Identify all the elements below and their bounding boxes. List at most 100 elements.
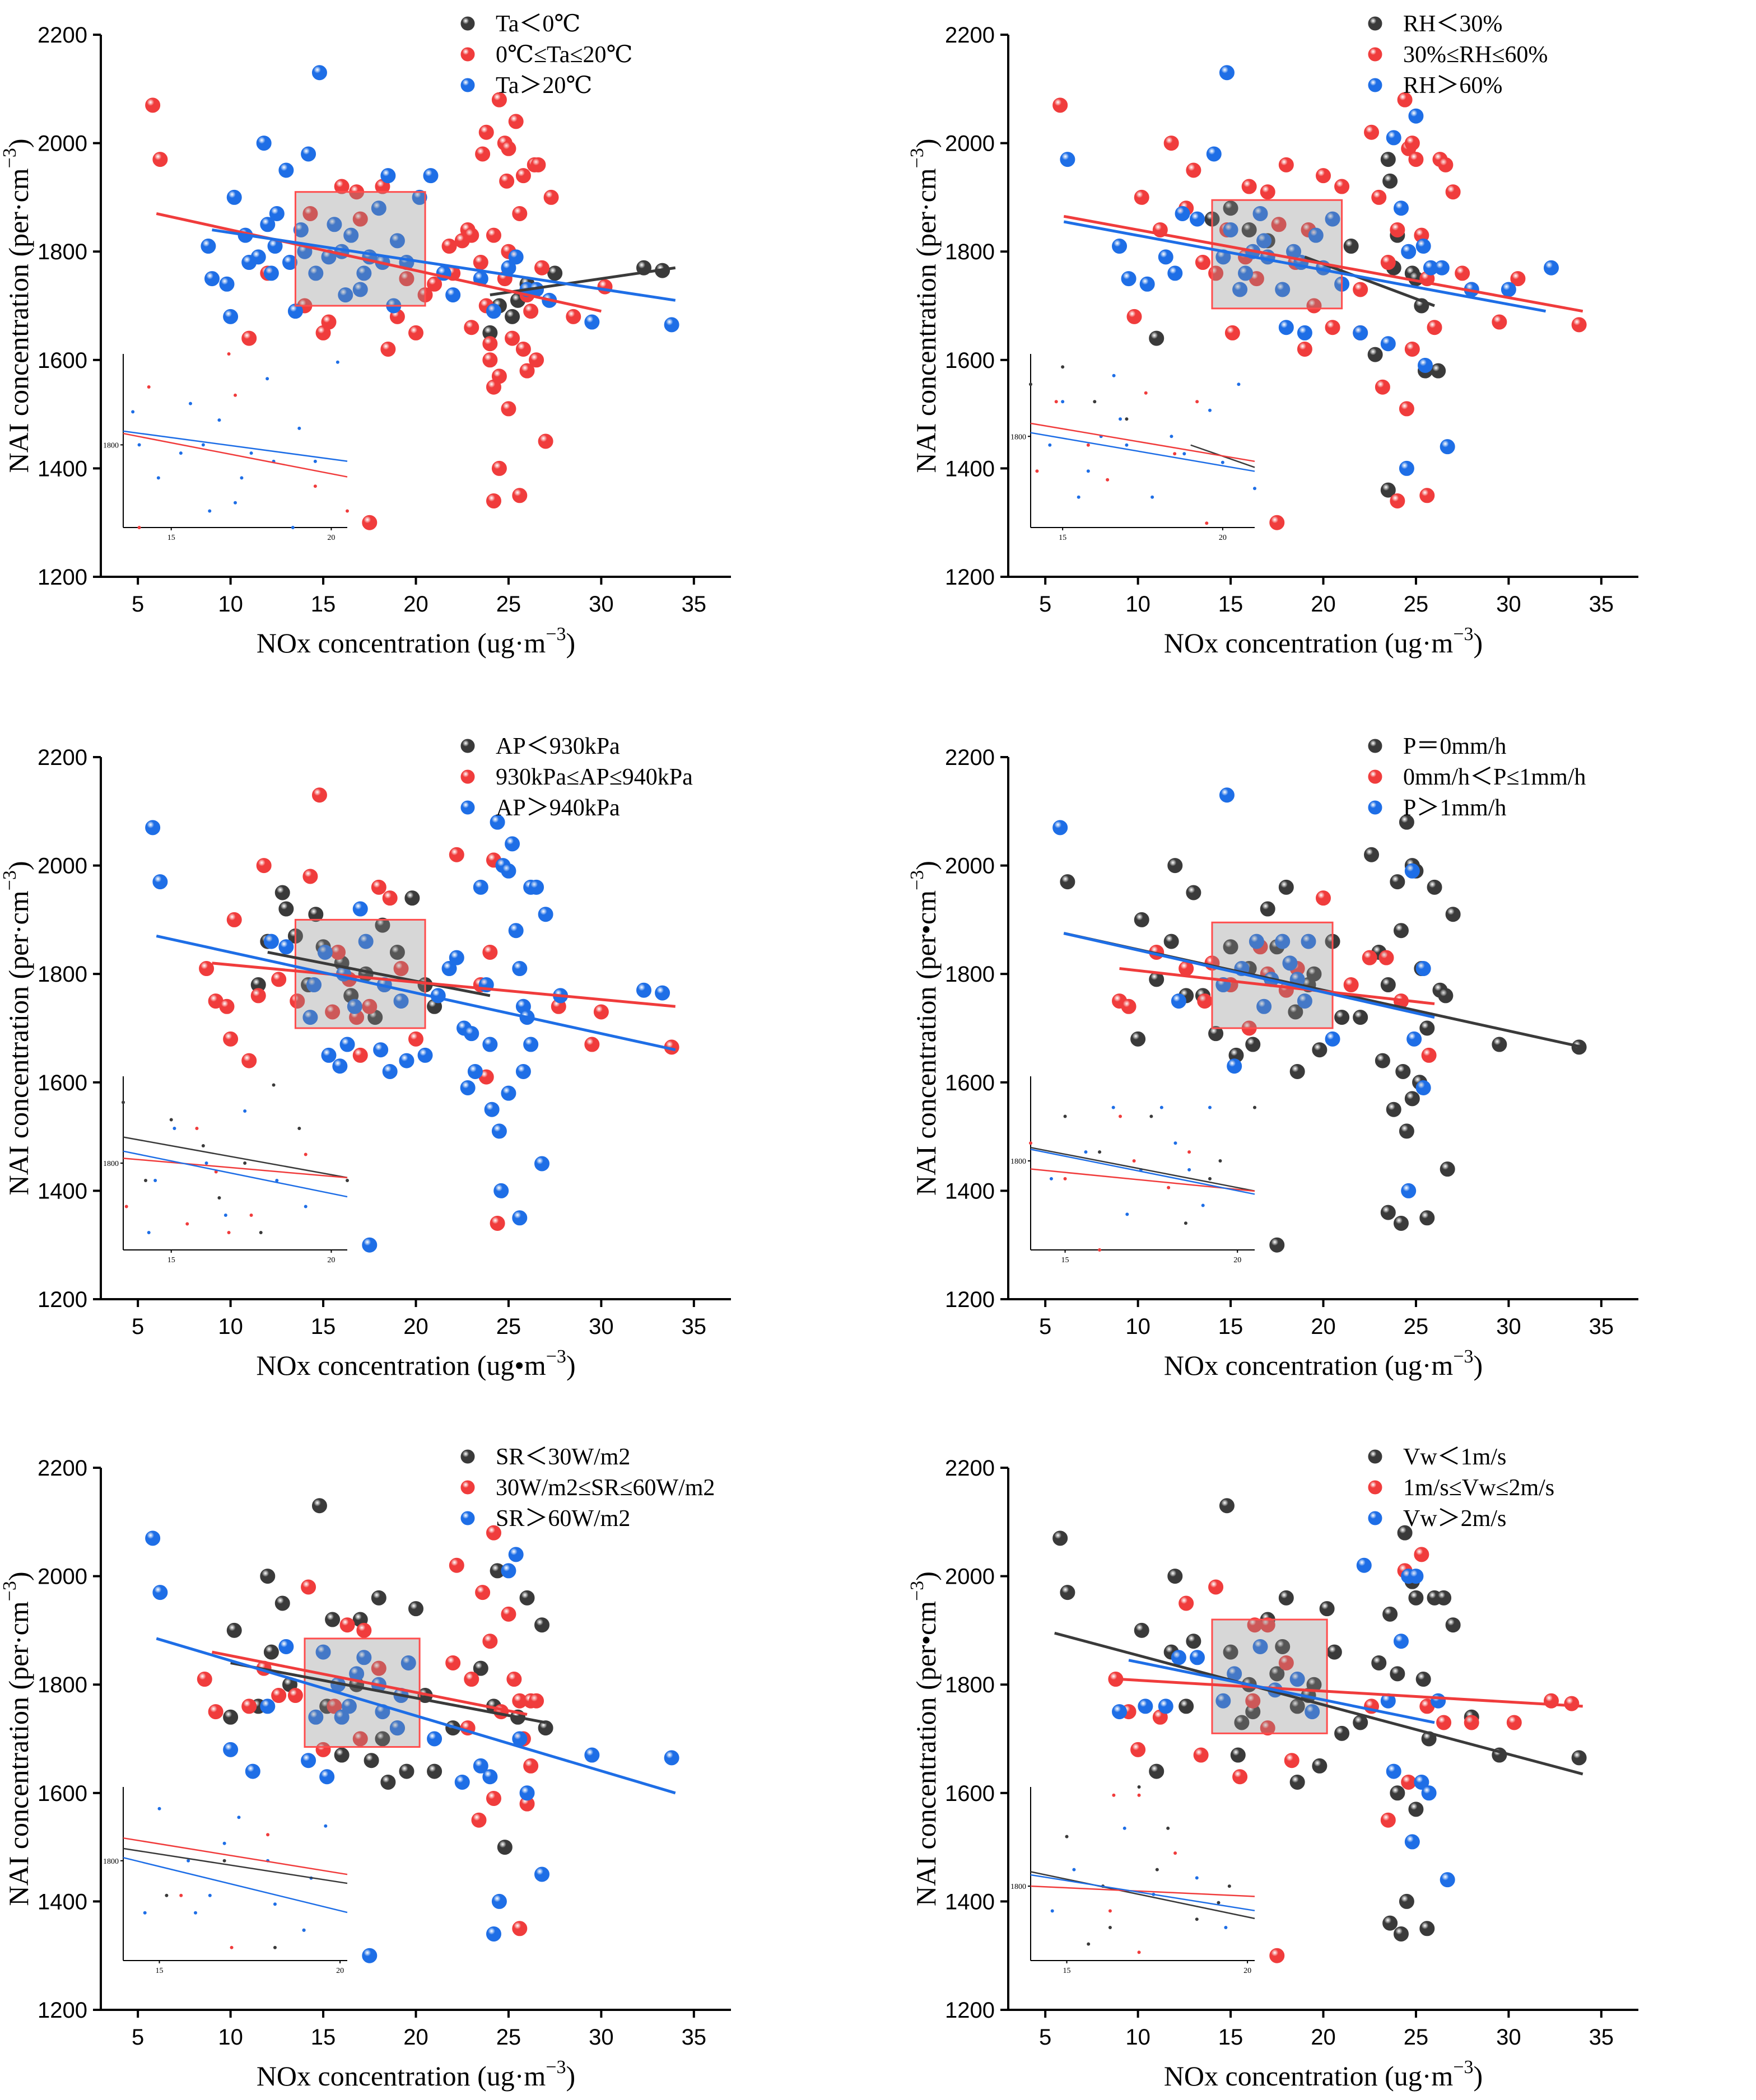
- fit-line-blue: [1063, 220, 1547, 313]
- y-tick-label: 1600: [38, 1781, 87, 1806]
- data-point-blue: [1415, 1080, 1431, 1095]
- data-point-black: [1241, 222, 1257, 237]
- data-point-black: [1382, 1915, 1398, 1931]
- data-point-blue: [241, 255, 257, 270]
- data-point-red: [1510, 271, 1526, 287]
- data-point-black: [1408, 1590, 1424, 1606]
- data-point-red: [471, 1812, 487, 1828]
- inset-fit-line-blue: [123, 1857, 348, 1914]
- data-point-blue: [1175, 206, 1190, 221]
- data-point-red: [1380, 255, 1396, 270]
- inset-point-blue: [1086, 469, 1090, 473]
- data-point-black: [1390, 1666, 1405, 1682]
- data-point-red: [1464, 1715, 1479, 1730]
- data-point-blue: [352, 282, 368, 297]
- data-point-blue: [534, 1866, 549, 1882]
- data-point-black: [1419, 1921, 1435, 1936]
- data-point-black: [1364, 847, 1380, 862]
- data-point-blue: [584, 1747, 600, 1763]
- inset-point-red: [1173, 452, 1177, 456]
- fit-line-red: [156, 212, 602, 313]
- data-point-red: [1278, 1655, 1294, 1670]
- inset-point-blue: [1119, 417, 1122, 421]
- inset-point-blue: [189, 402, 192, 405]
- legend-label: RH＜30%: [1403, 11, 1502, 37]
- data-point-red: [512, 206, 528, 221]
- data-point-black: [497, 1840, 513, 1855]
- data-point-red: [408, 325, 423, 340]
- data-point-red: [538, 433, 553, 449]
- inset-point-blue: [1208, 408, 1212, 412]
- data-point-blue: [1219, 65, 1235, 81]
- data-point-black: [1230, 1747, 1246, 1763]
- fit-line-blue: [212, 228, 676, 302]
- data-point-red: [290, 993, 305, 1009]
- legend-marker-black: [460, 739, 475, 753]
- data-point-blue: [1206, 146, 1222, 162]
- inset-point-blue: [304, 1205, 308, 1208]
- data-point-red: [380, 341, 396, 357]
- data-point-blue: [278, 1639, 294, 1654]
- data-point-red: [1260, 1617, 1275, 1633]
- inset-point-blue: [131, 410, 135, 414]
- data-point-blue: [441, 961, 457, 977]
- data-point-blue: [226, 189, 242, 205]
- data-point-black: [1130, 1031, 1146, 1047]
- inset-point-red: [1112, 1793, 1116, 1797]
- x-tick-label: 15: [1218, 1314, 1243, 1339]
- inset-point-red: [1137, 1950, 1141, 1954]
- inset-point-red: [346, 509, 349, 513]
- y-tick-label: 1200: [38, 1998, 87, 2023]
- y-tick-label: 2200: [945, 745, 995, 770]
- x-tick-label: 15: [311, 592, 336, 617]
- inset-point-black: [165, 1893, 169, 1897]
- data-point-blue: [1440, 1872, 1455, 1888]
- data-point-black: [1289, 1063, 1305, 1079]
- data-point-blue: [341, 1698, 357, 1714]
- inset-point-red: [1108, 1909, 1112, 1913]
- inset-point-blue: [1084, 1150, 1088, 1154]
- inset-point-blue: [1050, 1909, 1054, 1913]
- inset-point-red: [266, 1833, 270, 1837]
- data-point-blue: [223, 1742, 239, 1757]
- data-point-red: [287, 1688, 303, 1704]
- chart-panel-2: 5 10 15 20 25 30 35 1200 1400 1600 1800 2000 2200 NOx…: [907, 11, 1638, 659]
- inset-point-blue: [1072, 1868, 1076, 1872]
- data-point-blue: [1415, 961, 1431, 977]
- data-point-black: [519, 1590, 535, 1606]
- data-point-red: [449, 1557, 464, 1573]
- data-point-red: [1195, 255, 1210, 270]
- fit-line-blue: [156, 1637, 676, 1795]
- data-point-blue: [1305, 1704, 1320, 1720]
- data-point-black: [1334, 1725, 1350, 1741]
- inset-point-black: [222, 1859, 226, 1863]
- data-point-red: [241, 1053, 257, 1068]
- data-point-blue: [490, 814, 505, 830]
- inset-x-tick-label: 15: [167, 534, 175, 542]
- data-point-blue: [308, 1709, 324, 1725]
- data-point-black: [505, 309, 520, 324]
- data-point-blue: [400, 1655, 416, 1670]
- data-point-black: [1312, 1042, 1328, 1058]
- x-tick-label: 35: [682, 1314, 707, 1339]
- data-point-blue: [263, 934, 279, 949]
- data-point-blue: [1421, 1785, 1437, 1801]
- inset-fit-line-black: [1030, 1871, 1255, 1920]
- legend-marker-black: [1368, 1449, 1382, 1464]
- data-point-black: [1386, 1102, 1401, 1117]
- data-point-blue: [445, 287, 461, 303]
- data-point-red: [382, 890, 398, 906]
- data-point-red: [491, 368, 507, 384]
- inset-point-red: [227, 1231, 231, 1234]
- data-point-black: [1390, 1785, 1405, 1801]
- y-axis-title: NAI concentration (per·cm−3): [0, 138, 34, 473]
- data-point-blue: [467, 1063, 483, 1079]
- data-point-black: [427, 1763, 443, 1779]
- data-point-blue: [636, 982, 651, 998]
- inset-plot: 15 20 1800: [103, 1787, 348, 1975]
- data-point-red: [445, 1655, 461, 1670]
- inset-point-red: [147, 385, 151, 389]
- legend-marker-blue: [1368, 800, 1382, 815]
- data-point-black: [1445, 907, 1461, 922]
